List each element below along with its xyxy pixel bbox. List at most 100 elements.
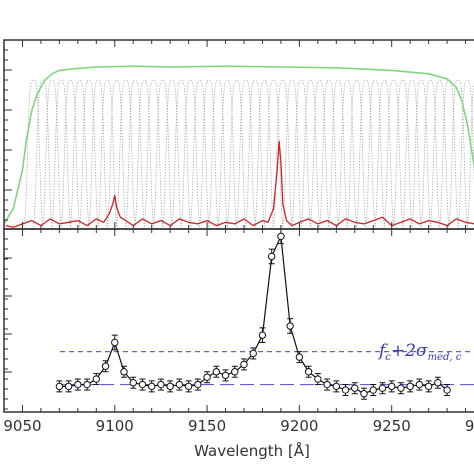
annotation-sub2: med, c	[428, 352, 462, 363]
marker	[175, 380, 184, 389]
marker	[360, 390, 368, 398]
bottom-axis-ticks	[4, 229, 467, 412]
marker	[314, 375, 322, 383]
data-point-2	[74, 378, 82, 391]
data-point-38	[406, 380, 414, 393]
data-point-9	[138, 378, 147, 391]
annotation-mid: +2σ	[391, 341, 428, 361]
x-tick-label: 9250	[373, 417, 411, 435]
marker	[221, 371, 230, 380]
spectrum-line	[5, 140, 474, 228]
marker	[64, 382, 73, 391]
marker	[378, 384, 387, 392]
marker	[212, 368, 221, 376]
data-point-10	[147, 380, 156, 393]
marker	[83, 380, 91, 389]
marker	[415, 380, 424, 389]
bottom-series-group	[55, 228, 451, 400]
marker	[323, 380, 331, 389]
data-point-37	[397, 382, 405, 395]
data-point-17	[212, 365, 221, 378]
marker	[203, 373, 211, 381]
data-point-27	[304, 365, 313, 378]
marker	[231, 368, 239, 376]
x-tick-label: 9150	[188, 417, 226, 435]
data-point-7	[120, 365, 128, 378]
marker	[157, 380, 165, 389]
data-point-41	[434, 376, 442, 389]
x-tick-label: 9300	[465, 417, 474, 435]
marker	[194, 380, 202, 389]
data-point-6	[111, 334, 119, 351]
marker	[351, 384, 359, 392]
data-point-1	[64, 380, 73, 393]
marker	[406, 382, 414, 391]
data-point-16	[203, 371, 211, 384]
data-point-39	[415, 378, 424, 391]
data-point-19	[231, 365, 239, 378]
marker	[74, 380, 82, 389]
marker	[258, 331, 267, 339]
marker	[387, 382, 396, 391]
marker	[369, 386, 377, 394]
data-point-33	[360, 387, 368, 400]
data-point-30	[332, 380, 341, 393]
data-point-12	[166, 380, 174, 393]
data-point-21	[249, 347, 257, 360]
data-point-28	[314, 373, 322, 386]
marker	[332, 382, 341, 391]
data-point-25	[286, 318, 294, 334]
marker	[147, 382, 156, 391]
data-point-32	[351, 382, 359, 395]
marker	[286, 322, 294, 330]
marker	[101, 362, 110, 370]
marker	[166, 382, 174, 391]
top-axis-ticks	[4, 40, 467, 229]
data-point-23	[267, 248, 276, 265]
data-point-11	[157, 378, 165, 391]
data-point-20	[240, 358, 248, 371]
marker	[397, 384, 405, 392]
x-tick-label: 9100	[96, 417, 134, 435]
marker	[138, 380, 147, 389]
marker	[184, 382, 193, 391]
annotation-sub1: c	[385, 352, 391, 363]
data-point-40	[424, 380, 433, 393]
annotation-base: f	[377, 341, 388, 361]
marker	[129, 379, 137, 387]
marker	[92, 375, 101, 383]
data-point-4	[92, 373, 101, 386]
data-point-14	[184, 380, 193, 393]
data-point-34	[369, 384, 377, 397]
x-axis-title: Wavelength [Å]	[194, 441, 310, 460]
data-point-15	[194, 378, 202, 391]
data-point-22	[258, 327, 267, 343]
data-point-13	[175, 378, 184, 391]
marker	[249, 349, 257, 358]
data-point-35	[378, 382, 387, 395]
marker	[55, 382, 64, 391]
x-tick-label: 9050	[3, 417, 41, 435]
marker	[341, 386, 350, 394]
data-point-29	[323, 378, 331, 391]
data-point-42	[443, 384, 451, 397]
bottom-panel: 905091009150920092509300 Wavelength [Å] …	[3, 228, 474, 460]
data-point-26	[295, 351, 304, 364]
top-series-group	[3, 65, 474, 228]
marker	[120, 368, 128, 376]
marker	[304, 368, 313, 376]
x-tick-label: 9200	[280, 417, 318, 435]
data-point-18	[221, 369, 230, 382]
marker	[424, 382, 433, 391]
data-point-8	[129, 376, 137, 389]
marker	[240, 360, 248, 369]
data-point-36	[387, 380, 396, 393]
data-point-5	[101, 360, 110, 373]
marker	[434, 379, 442, 387]
threshold-annotation: fc+2σmed, c	[377, 341, 462, 363]
marker	[443, 386, 451, 394]
marker	[295, 353, 304, 361]
x-tick-labels: 9050 9100 9150 9200 9250 9300	[3, 417, 474, 435]
transmission-curve	[3, 65, 474, 225]
